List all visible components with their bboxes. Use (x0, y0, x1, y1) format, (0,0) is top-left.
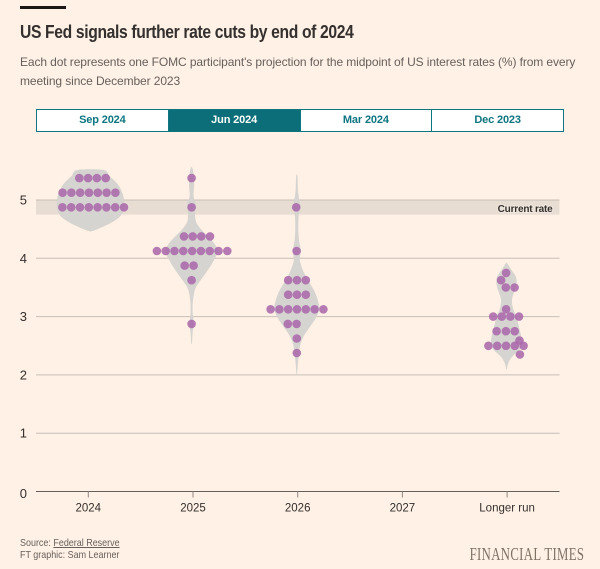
svg-text:4: 4 (20, 251, 27, 266)
svg-text:2024: 2024 (76, 503, 102, 515)
svg-text:2027: 2027 (390, 503, 416, 515)
svg-text:2: 2 (20, 367, 27, 382)
svg-text:2025: 2025 (180, 503, 206, 515)
svg-text:5: 5 (20, 193, 27, 208)
svg-text:Longer run: Longer run (479, 503, 535, 515)
svg-text:2026: 2026 (285, 503, 311, 515)
svg-text:3: 3 (20, 309, 27, 324)
svg-text:0: 0 (20, 486, 27, 501)
svg-text:1: 1 (20, 426, 27, 441)
svg-text:Current rate: Current rate (498, 204, 553, 215)
